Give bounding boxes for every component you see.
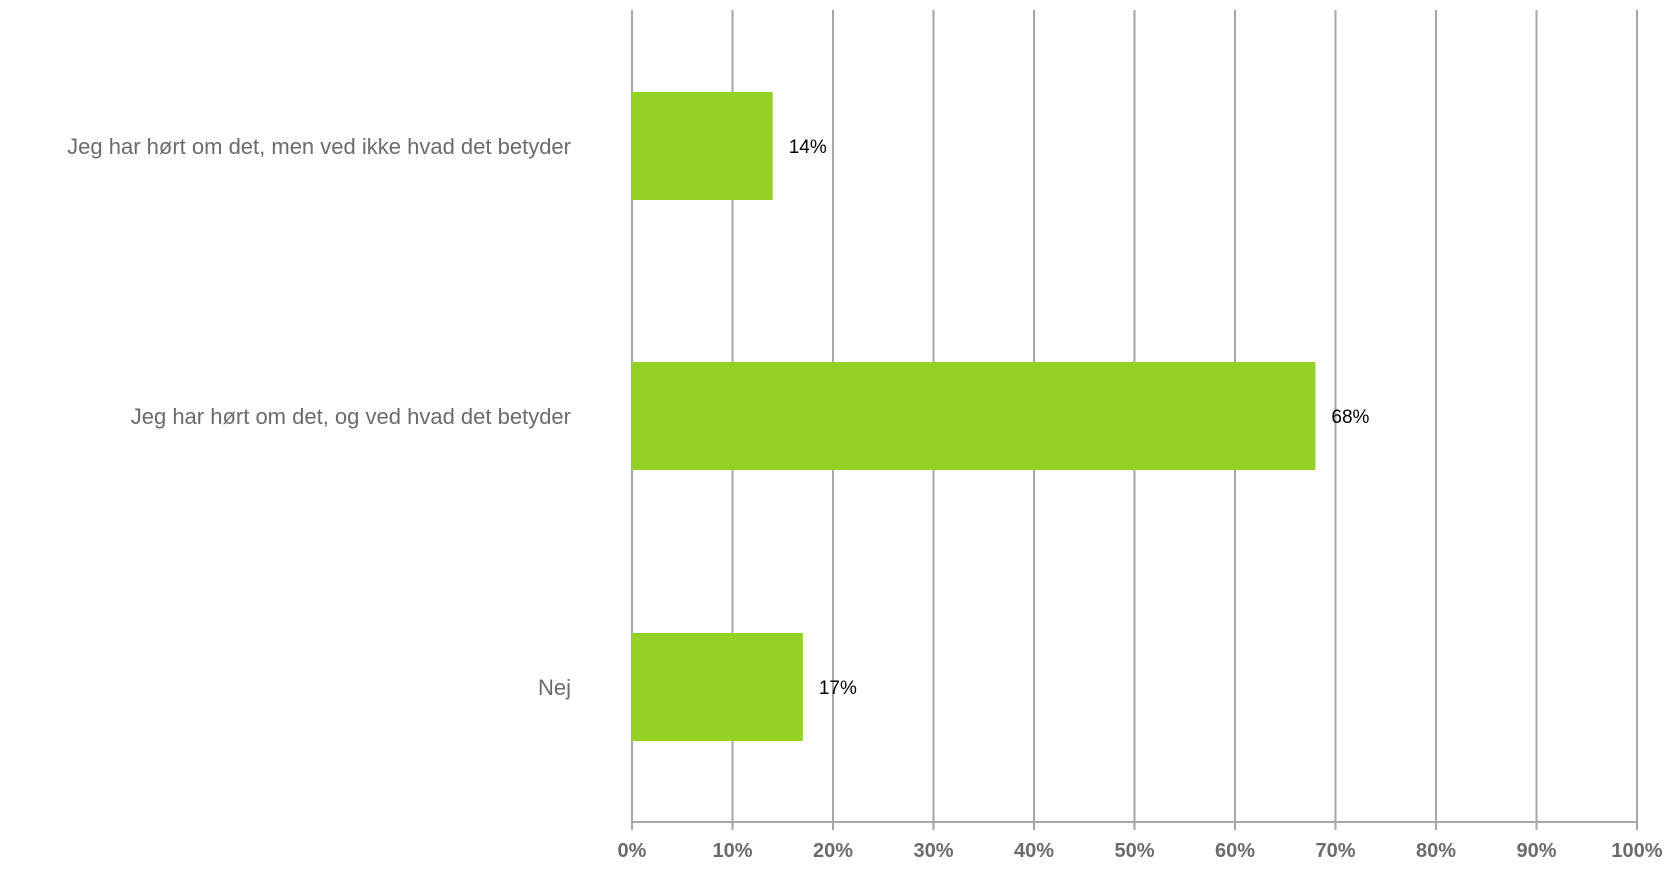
bars — [632, 92, 1316, 741]
category-label: Jeg har hørt om det, og ved hvad det bet… — [131, 404, 571, 429]
x-tick-label: 40% — [1014, 840, 1054, 862]
data-label: 17% — [819, 678, 857, 699]
bar-1 — [632, 92, 773, 200]
x-tick-label: 70% — [1315, 840, 1355, 862]
data-label: 68% — [1331, 407, 1369, 428]
x-tick-label: 0% — [618, 840, 647, 862]
data-label: 14% — [789, 137, 827, 158]
category-label: Jeg har hørt om det, men ved ikke hvad d… — [67, 134, 571, 159]
category-label: Nej — [538, 675, 571, 700]
x-tick-label: 20% — [813, 840, 853, 862]
labels: 0% 10% 20% 30% 40% 50% 60% 70% 80% 90% 100% Jeg har… — [67, 134, 1663, 862]
x-tick-label: 50% — [1114, 840, 1154, 862]
x-tick-label: 60% — [1215, 840, 1255, 862]
bar-2 — [632, 362, 1316, 470]
x-tick-label: 100% — [1611, 840, 1662, 862]
x-tick-label: 30% — [913, 840, 953, 862]
x-tick-label: 80% — [1416, 840, 1456, 862]
bar-3 — [632, 633, 803, 741]
x-tick-label: 90% — [1516, 840, 1556, 862]
x-tick-label: 10% — [712, 840, 752, 862]
